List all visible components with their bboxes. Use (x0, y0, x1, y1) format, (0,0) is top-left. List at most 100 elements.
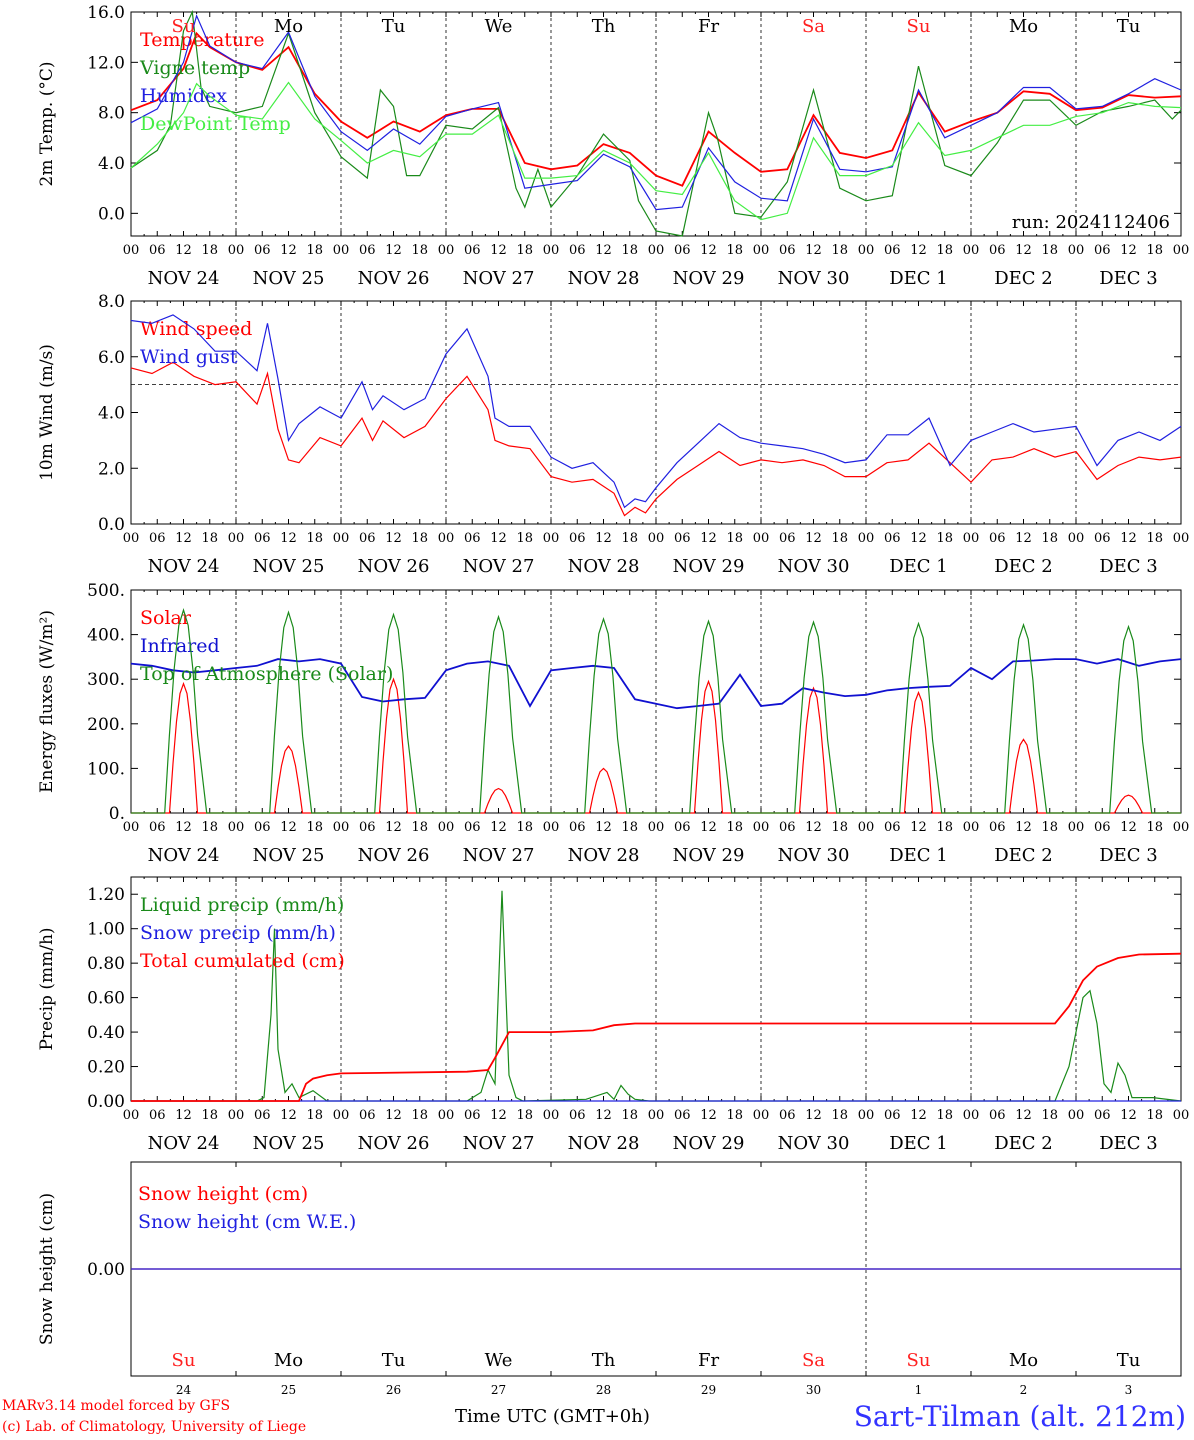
hour-label: 06 (569, 1108, 586, 1123)
run-label: run: 2024112406 (1012, 212, 1170, 233)
hour-label: 18 (201, 1108, 218, 1123)
hour-label: 00 (858, 531, 875, 546)
hour-label: 00 (438, 243, 455, 258)
y-axis-label: 2m Temp. (°C) (37, 61, 57, 186)
hour-label: 00 (228, 243, 245, 258)
hour-label: 12 (175, 820, 192, 835)
hour-label: 06 (1094, 243, 1111, 258)
day-number: 2 (1020, 1383, 1028, 1397)
hour-label: 00 (753, 1108, 770, 1123)
hour-label: 12 (490, 531, 507, 546)
hour-label: 18 (306, 1108, 323, 1123)
hour-label: 06 (884, 531, 901, 546)
hour-label: 06 (254, 820, 271, 835)
day-name: We (485, 16, 513, 37)
day-name: Su (172, 1350, 196, 1371)
hour-label: 18 (726, 531, 743, 546)
hour-label: 00 (333, 820, 350, 835)
y-tick-label: 2.0 (98, 459, 125, 479)
series-line-wind-0 (130, 361, 1182, 517)
day-name: Th (592, 16, 616, 37)
date-label: NOV 29 (673, 556, 745, 577)
hour-label: 12 (1120, 531, 1137, 546)
hour-label: 12 (280, 531, 297, 546)
day-number: 29 (701, 1383, 716, 1397)
hour-label: 00 (1173, 820, 1190, 835)
legend-label: Top of Atmosphere (Solar) (140, 663, 393, 685)
date-label: NOV 30 (778, 1133, 850, 1154)
hour-label: 00 (858, 1108, 875, 1123)
day-name: Tu (382, 1350, 406, 1371)
hour-label: 18 (516, 531, 533, 546)
y-tick-label: 8.0 (98, 104, 125, 124)
series-line-energy-2 (131, 608, 1181, 814)
date-label: NOV 26 (358, 1133, 430, 1154)
hour-label: 00 (1173, 1108, 1190, 1123)
date-label: NOV 24 (148, 268, 220, 289)
y-tick-label: 0.00 (87, 1260, 125, 1280)
series-line-energy-1 (130, 658, 1182, 710)
date-label: NOV 30 (778, 845, 850, 866)
hour-label: 00 (123, 243, 140, 258)
y-tick-label: 0.0 (98, 204, 125, 224)
legend-label: Wind speed (140, 318, 252, 340)
hour-label: 12 (385, 1108, 402, 1123)
y-tick-label: 200. (87, 715, 125, 735)
hour-label: 18 (1146, 243, 1163, 258)
hour-label: 00 (648, 243, 665, 258)
hour-label: 18 (621, 1108, 638, 1123)
date-label: DEC 2 (994, 845, 1053, 866)
date-label: NOV 28 (568, 268, 640, 289)
hour-label: 00 (543, 531, 560, 546)
y-tick-label: 6.0 (98, 348, 125, 368)
hour-label: 12 (1120, 1108, 1137, 1123)
hour-label: 00 (543, 1108, 560, 1123)
y-tick-label: 0. (109, 804, 125, 824)
day-number: 26 (386, 1383, 401, 1397)
hour-label: 12 (1015, 1108, 1032, 1123)
hour-label: 00 (123, 1108, 140, 1123)
hour-label: 00 (963, 1108, 980, 1123)
y-axis-label: 10m Wind (m/s) (37, 344, 57, 481)
date-label: NOV 30 (778, 268, 850, 289)
hour-label: 06 (464, 1108, 481, 1123)
hour-label: 12 (175, 1108, 192, 1123)
lab-credit: (c) Lab. of Climatology, University of L… (2, 1419, 307, 1435)
hour-label: 06 (884, 1108, 901, 1123)
hour-label: 00 (333, 243, 350, 258)
hour-label: 06 (359, 243, 376, 258)
series-line-temp-2 (130, 14, 1182, 211)
hour-label: 06 (464, 531, 481, 546)
y-tick-label: 100. (87, 759, 125, 779)
y-axis-label: Precip (mm/h) (37, 927, 57, 1050)
date-label: NOV 27 (463, 556, 535, 577)
hour-label: 12 (175, 243, 192, 258)
series-line-temp-3 (130, 81, 1182, 221)
hour-label: 12 (910, 820, 927, 835)
date-label: NOV 28 (568, 845, 640, 866)
date-label: NOV 27 (463, 845, 535, 866)
hour-label: 12 (385, 531, 402, 546)
y-tick-label: 4.0 (98, 154, 125, 174)
hour-label: 12 (385, 243, 402, 258)
hour-label: 12 (805, 531, 822, 546)
day-name: Th (592, 1350, 616, 1371)
station-name: Sart-Tilman (alt. 212m) (853, 1400, 1186, 1433)
hour-label: 18 (726, 1108, 743, 1123)
date-label: DEC 1 (889, 845, 948, 866)
hour-label: 06 (254, 243, 271, 258)
legend-label: DewPoint Temp (140, 113, 291, 135)
hour-label: 18 (1041, 531, 1058, 546)
day-name: Mo (1009, 16, 1038, 37)
hour-label: 12 (490, 243, 507, 258)
day-name: Mo (274, 16, 303, 37)
date-label: DEC 3 (1099, 556, 1158, 577)
y-tick-label: 1.00 (87, 920, 125, 940)
hour-label: 18 (516, 820, 533, 835)
legend-label: Liquid precip (mm/h) (140, 894, 344, 916)
date-label: NOV 29 (673, 845, 745, 866)
hour-label: 06 (779, 820, 796, 835)
hour-label: 12 (1015, 820, 1032, 835)
hour-label: 00 (333, 531, 350, 546)
hour-label: 12 (490, 1108, 507, 1123)
